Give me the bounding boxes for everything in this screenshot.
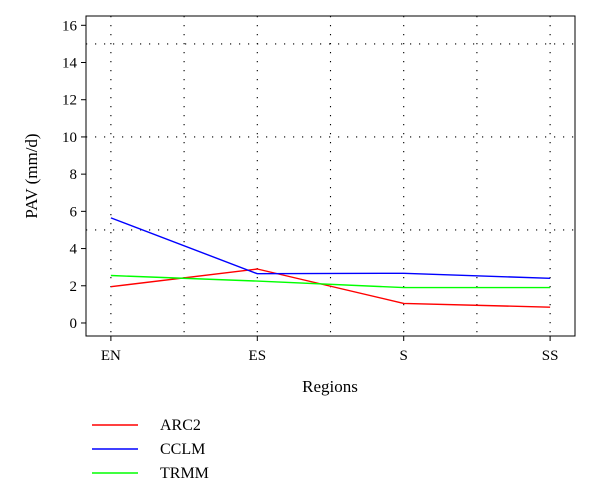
series-line-trmm — [110, 274, 551, 289]
legend-label-trmm: TRMM — [160, 465, 209, 482]
y-tick-label: 6 — [70, 204, 78, 220]
y-tick-label: 14 — [62, 56, 78, 72]
x-tick-label: EN — [101, 348, 121, 364]
y-tick-label: 0 — [70, 316, 78, 332]
y-tick-label: 10 — [62, 130, 77, 146]
legend-label-cclm: CCLM — [160, 441, 205, 458]
x-tick-label: ES — [249, 348, 267, 364]
x-tick-label: SS — [542, 348, 559, 364]
legend: ARC2 CCLM TRMM — [92, 417, 209, 482]
y-tick-label: 2 — [70, 279, 78, 295]
y-axis-label: PAV (mm/d) — [22, 133, 41, 218]
series-lines — [110, 217, 551, 308]
y-tick-label: 4 — [70, 242, 78, 258]
y-tick-label: 16 — [62, 18, 78, 34]
x-axis-ticks: EN ES S SS — [101, 336, 559, 364]
x-tick-label: S — [400, 348, 408, 364]
series-line-cclm — [110, 217, 551, 279]
grid-lines — [86, 16, 575, 336]
y-axis-ticks: 0 2 4 6 8 10 12 14 16 — [62, 18, 86, 332]
legend-label-arc2: ARC2 — [160, 417, 201, 434]
y-tick-label: 12 — [62, 93, 77, 109]
x-axis-label: Regions — [302, 377, 358, 396]
y-tick-label: 8 — [70, 167, 78, 183]
